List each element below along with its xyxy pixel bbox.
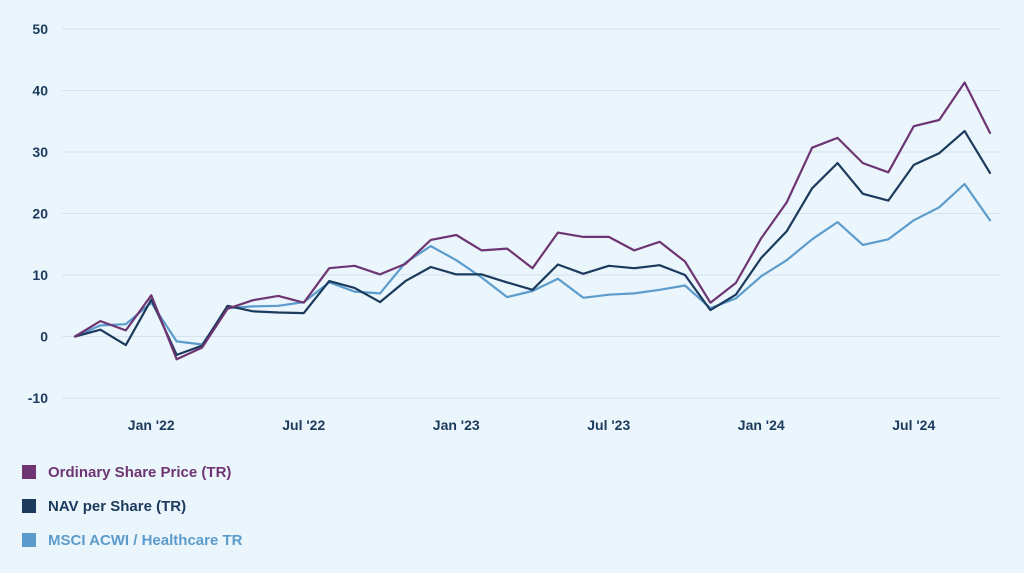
x-axis-tick-labels: Jan '22 Jul '22 Jan '23 Jul '23 Jan '24 Jul '… [128, 417, 936, 433]
series-line [73, 182, 992, 346]
y-tick-label: 30 [32, 144, 48, 160]
legend-item-ordinary-share-price: Ordinary Share Price (TR) [22, 460, 242, 484]
legend-swatch [22, 533, 36, 547]
gridlines [62, 28, 1000, 399]
line-chart: 50 40 30 20 10 0 -10 Jan '22 Jul '22 Jan '23 Jul … [28, 21, 1000, 433]
legend-item-msci-acwi-healthcare: MSCI ACWI / Healthcare TR [22, 528, 242, 552]
legend-swatch [22, 465, 36, 479]
y-tick-label: 40 [32, 83, 48, 99]
legend-label: MSCI ACWI / Healthcare TR [48, 531, 243, 549]
legend-label: NAV per Share (TR) [48, 497, 187, 515]
y-tick-label: -10 [28, 390, 48, 406]
x-tick-label: Jan '22 [128, 417, 175, 433]
y-tick-label: 20 [32, 206, 48, 222]
x-tick-label: Jan '24 [738, 417, 785, 433]
series-lines [73, 81, 992, 361]
legend-swatch [22, 499, 36, 513]
x-tick-label: Jul '23 [587, 417, 630, 433]
y-axis-tick-labels: 50 40 30 20 10 0 -10 [28, 21, 48, 406]
x-tick-label: Jan '23 [433, 417, 480, 433]
series-line [73, 130, 992, 356]
y-tick-label: 10 [32, 267, 48, 283]
legend: Ordinary Share Price (TR) NAV per Share … [22, 460, 242, 552]
legend-item-nav-per-share: NAV per Share (TR) [22, 494, 242, 518]
x-tick-label: Jul '24 [892, 417, 935, 433]
y-tick-label: 0 [40, 329, 48, 345]
legend-label: Ordinary Share Price (TR) [48, 463, 232, 481]
series-line [73, 81, 992, 361]
y-tick-label: 50 [32, 21, 48, 37]
x-tick-label: Jul '22 [282, 417, 325, 433]
